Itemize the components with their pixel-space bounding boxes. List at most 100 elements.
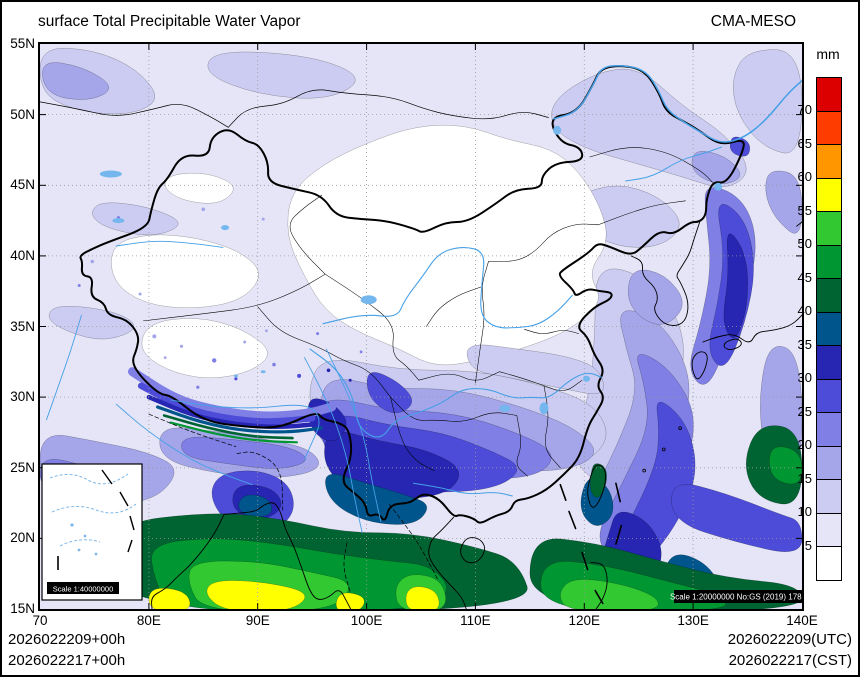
foreign-border-dashed [148,413,237,447]
contour-speckle [196,385,200,389]
lon-tick-label: 90E [245,613,270,628]
colorbar-tick-label: 60 [797,169,812,185]
contour-speckle [261,217,265,221]
island-ryukyu [642,468,646,473]
river-songhua [625,146,722,182]
province-border [289,194,326,275]
coastline-kyushu [691,351,708,380]
island-ryukyu [678,426,682,431]
contour-speckle [90,259,95,264]
contour-region [560,579,659,609]
lat-tick-label: 40N [10,247,35,263]
colorbar-tick-label: 20 [797,437,812,453]
colorbar-tick-label: 5 [804,537,812,553]
lake [583,375,590,382]
coastline-vietnam [428,516,467,609]
colorbar-segment [817,480,841,514]
colorbar-segment [817,212,841,246]
lat-tick-label: 50N [10,106,35,122]
colorbar-segment [817,78,841,112]
colorbar-tick-label: 40 [797,303,812,319]
contour-region [48,306,135,340]
inset-frame [41,463,143,601]
river-pearl [412,482,513,497]
colorbar-tick-label: 55 [797,202,812,218]
lat-tick-label: 25N [10,459,35,475]
river-indus [46,314,82,421]
lon-tick-label: 110E [460,613,491,628]
colorbar-segment [817,178,841,213]
colorbar-tick-label: 45 [797,269,812,285]
lake [360,295,377,305]
contour-speckle [326,368,331,373]
province-border [516,415,528,477]
lake [99,170,122,178]
lon-tick-label: 140E [786,613,818,628]
contour-speckle [348,378,352,382]
province-border [589,147,713,183]
colorbar-tick-label: 70 [797,102,812,118]
contour-speckle [201,207,206,212]
map-scale-chip-bg [674,590,802,603]
colorbar-tick-label: 50 [797,236,812,252]
lake [714,182,723,191]
init-time-cst: 2026022217+00h [8,652,126,669]
contour-region [206,580,306,609]
nine-dash-segment [615,524,623,545]
lon-tick-label: 70 [32,613,48,628]
contour-region [335,592,365,609]
china-border [79,65,745,524]
colorbar-segment [817,413,841,447]
contour-band [146,394,320,429]
contour-region [148,587,191,609]
contour-band [137,382,316,425]
contour-speckle [138,292,142,296]
colorbar-tick-label: 25 [797,403,812,419]
nine-dash-segment [594,589,604,605]
contour-region [769,446,802,485]
inset-coastline [51,503,137,514]
map-scale-chip: Scale 1:20000000 No:GS (2019) 1786 [670,590,802,603]
province-border [143,273,326,322]
inset-island [70,523,74,527]
lat-tick-label: 55N [10,36,35,51]
foreign-border [227,89,549,128]
foreign-border [40,101,229,128]
river-amur [553,65,802,143]
lon-tick-label: 130E [677,613,709,628]
nine-dash-segment [568,510,577,530]
lon-tick-label: 80E [136,613,161,628]
lat-tick-label: 15N [10,601,35,616]
contour-speckle [77,284,81,287]
inset-coastline [59,539,101,547]
lake [112,218,125,224]
lake [553,125,562,135]
colorbar-segment [817,279,841,313]
lon-tick-label: 100E [350,613,383,628]
colorbar-segment [817,145,841,179]
inset-coastline [49,473,129,485]
island-ryukyu [661,447,666,452]
colorbar-segment [817,245,841,280]
lat-tick-label: 35N [10,318,35,334]
contour-speckle [272,362,276,367]
colorbar-segment [817,111,841,146]
contour-speckle [152,334,157,339]
contour-region [580,478,614,526]
nine-dash-segment [615,482,621,503]
contour-speckle [243,340,247,344]
contour-band [156,405,323,434]
contour-region [141,318,268,379]
contour-region [627,269,683,325]
lat-tick-label: 20N [10,530,35,546]
colorbar-segment [817,379,841,414]
contour-speckle [179,344,184,348]
coastline-honshu [702,314,802,343]
inset-map: Scale 1:40000000 [41,463,143,601]
model-label: CMA-MESO [710,13,796,30]
contour-band [128,367,337,421]
colorbar-tick-label: 10 [797,504,812,520]
inset-island [83,534,87,538]
contour-band [169,421,298,444]
river-yellow [322,247,573,329]
